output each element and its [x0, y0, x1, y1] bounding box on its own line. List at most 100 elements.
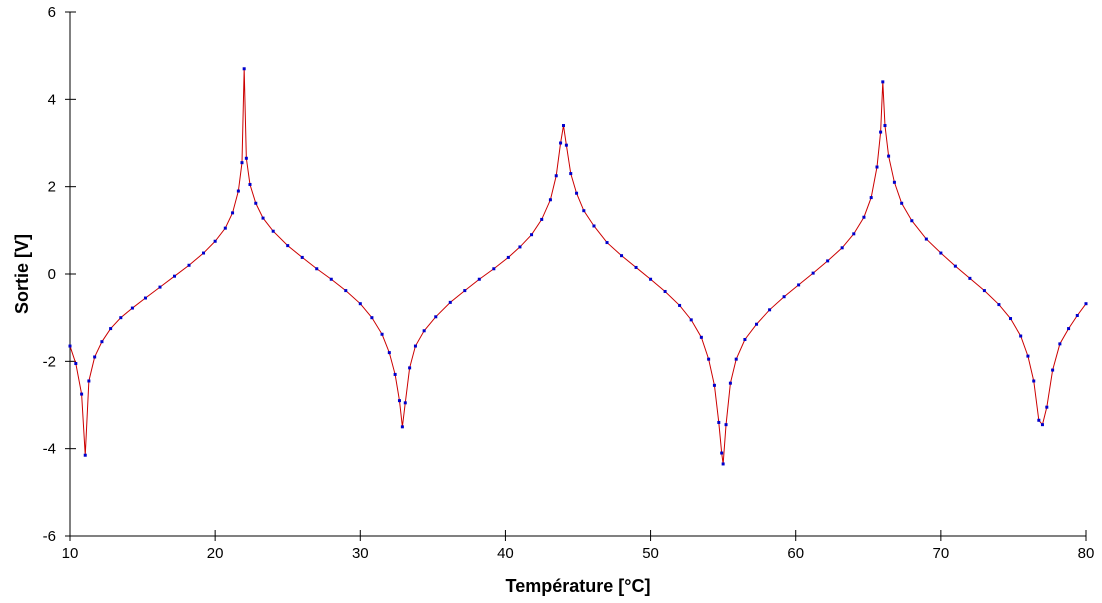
data-point — [1032, 379, 1036, 383]
data-point — [797, 283, 801, 287]
data-point — [887, 154, 891, 158]
data-point — [782, 295, 786, 299]
data-point — [910, 219, 914, 223]
y-tick-label: -2 — [43, 353, 56, 370]
data-point — [953, 264, 957, 268]
data-point — [728, 381, 732, 385]
data-point — [564, 143, 568, 147]
data-point — [840, 246, 844, 250]
data-point — [1045, 405, 1049, 409]
data-point — [743, 338, 747, 341]
data-point — [862, 215, 866, 219]
data-point — [734, 357, 738, 361]
axes — [69, 12, 1086, 537]
data-point — [879, 130, 883, 134]
y-axis-title: Sortie [V] — [12, 234, 32, 314]
data-point — [315, 267, 319, 271]
y-tick-label: -6 — [43, 528, 56, 545]
data-point — [506, 255, 510, 259]
data-point — [100, 340, 104, 344]
data-point — [1040, 423, 1044, 427]
data-point — [634, 265, 638, 269]
data-point — [130, 306, 134, 310]
data-point — [370, 316, 374, 320]
data-point — [712, 383, 716, 387]
x-tick-label: 20 — [207, 545, 224, 562]
data-point — [413, 344, 417, 348]
data-point — [380, 332, 384, 336]
data-point — [300, 255, 304, 259]
data-point — [881, 80, 885, 84]
data-point — [223, 226, 227, 230]
data-point — [699, 335, 703, 339]
data-point — [93, 355, 97, 359]
data-point — [74, 362, 78, 366]
data-point — [236, 189, 240, 193]
data-point — [605, 241, 609, 245]
x-tick-label: 10 — [62, 545, 79, 562]
data-point — [173, 274, 176, 278]
data-point — [852, 232, 856, 236]
data-point — [724, 423, 728, 427]
data-point — [248, 182, 252, 186]
data-point — [477, 277, 481, 281]
data-point — [649, 277, 653, 281]
data-point — [271, 229, 275, 233]
data-point — [1026, 354, 1030, 358]
x-tick-label: 80 — [1078, 545, 1095, 562]
data-point — [119, 316, 123, 320]
data-point — [358, 302, 362, 306]
data-point — [434, 315, 438, 319]
data-point — [83, 453, 87, 457]
data-point — [678, 303, 682, 307]
data-point — [968, 276, 972, 280]
data-point — [900, 201, 904, 205]
data-point — [707, 357, 711, 361]
y-tick-label: 0 — [48, 266, 56, 283]
data-point — [811, 271, 815, 275]
plot-area — [68, 67, 1088, 466]
data-point — [408, 366, 412, 370]
data-point — [554, 174, 558, 178]
x-tick-label: 60 — [787, 545, 804, 562]
y-tick-label: 4 — [48, 91, 56, 108]
data-point — [768, 308, 772, 312]
data-point — [569, 172, 573, 176]
data-point — [87, 379, 91, 383]
data-point — [231, 211, 235, 215]
data-point — [561, 124, 565, 128]
data-point — [448, 300, 452, 304]
data-point — [530, 233, 534, 237]
y-tick-label: 2 — [48, 179, 56, 196]
data-point — [826, 259, 830, 263]
data-point — [254, 201, 258, 205]
data-point — [492, 267, 496, 271]
data-point — [721, 462, 725, 466]
data-point — [387, 351, 391, 355]
x-tick-label: 70 — [933, 545, 950, 562]
data-point — [1058, 342, 1062, 346]
data-point — [997, 303, 1001, 307]
data-point — [344, 289, 348, 293]
data-point — [463, 289, 467, 293]
data-point — [329, 277, 333, 281]
data-point — [575, 191, 579, 195]
series-line — [69, 68, 1087, 465]
data-point — [261, 216, 265, 220]
data-point — [422, 329, 426, 333]
data-point — [518, 245, 522, 249]
data-point — [1067, 327, 1071, 331]
data-point — [286, 244, 290, 248]
data-point — [717, 420, 721, 424]
data-point — [213, 239, 217, 243]
data-point — [187, 263, 191, 267]
data-point — [540, 217, 544, 221]
data-point — [1019, 334, 1023, 338]
data-point — [109, 327, 113, 331]
data-point — [68, 344, 72, 348]
data-point — [755, 322, 759, 326]
data-point — [80, 392, 84, 396]
data-point — [400, 425, 404, 429]
data-point — [1084, 302, 1088, 306]
